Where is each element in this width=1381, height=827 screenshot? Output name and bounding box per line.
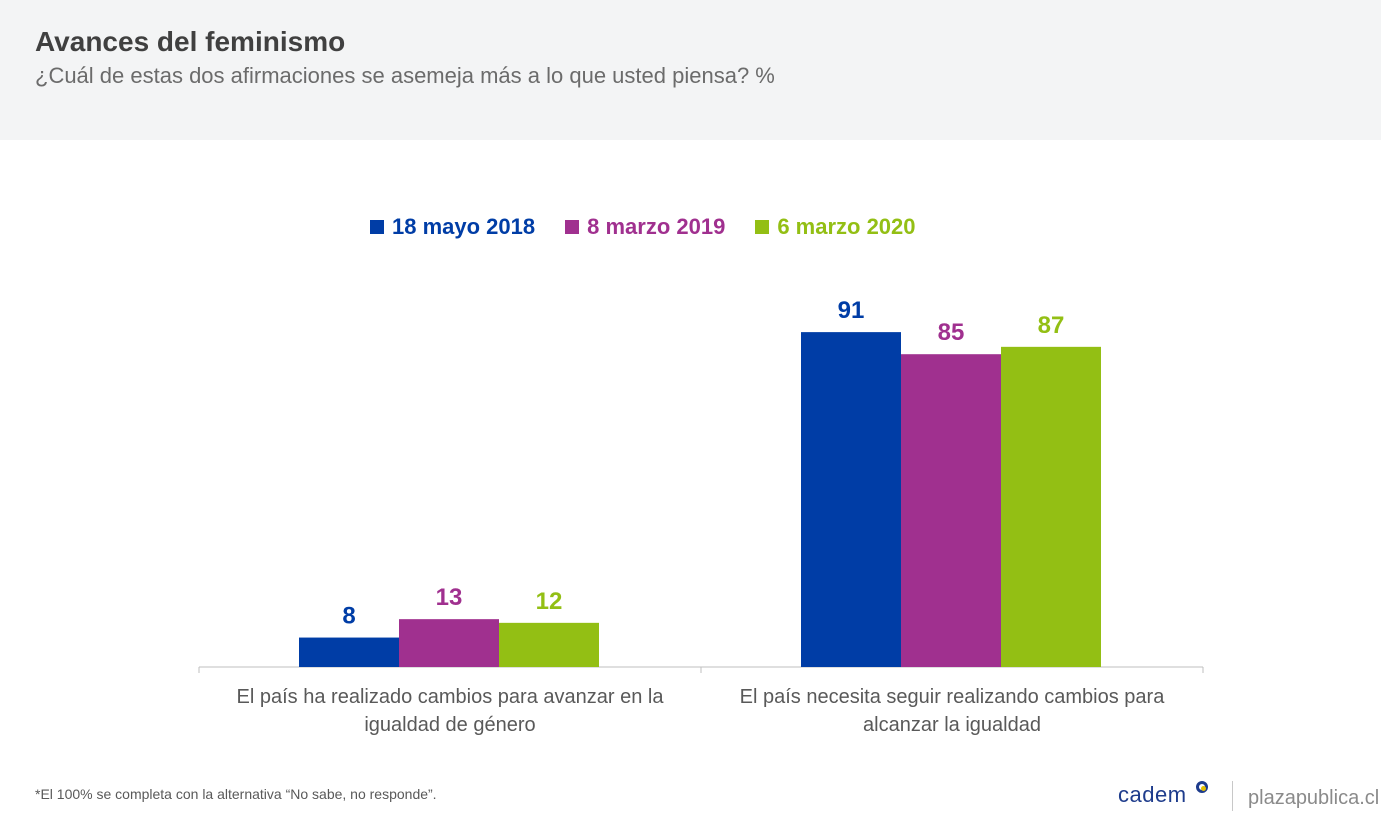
legend-item-2019: 8 marzo 2019: [565, 214, 725, 240]
bar-2018-cat1: [299, 637, 399, 667]
footnote: *El 100% se completa con la alternativa …: [35, 786, 437, 802]
legend-swatch-2020: [755, 220, 770, 234]
legend-item-2020: 6 marzo 2020: [755, 214, 916, 240]
bar-2020-cat1: [499, 622, 599, 667]
legend-swatch-2018: [370, 220, 384, 234]
bar-2019-cat2: [901, 354, 1001, 667]
legend-label-2020: 6 marzo 2020: [777, 214, 916, 239]
legend-swatch-2019: [565, 220, 580, 234]
legend-label-2018: 18 mayo 2018: [392, 214, 536, 239]
legend-item-2018: 18 mayo 2018: [370, 214, 535, 240]
category-label-2: El país necesita seguir realizando cambi…: [739, 686, 1165, 736]
data-label-2020-cat2: 87: [1038, 312, 1065, 339]
data-label-2018-cat1: 8: [342, 603, 355, 630]
site-link[interactable]: plazapublica.cl: [1248, 787, 1380, 809]
chart-legend: 18 mayo 2018 8 marzo 2019 6 marzo 2020: [370, 214, 946, 240]
footer-divider: [1232, 781, 1233, 811]
header-band: Avances del feminismo ¿Cuál de estas dos…: [0, 0, 1381, 140]
bar-2020-cat2: [1001, 346, 1101, 667]
category-label-1: El país ha realizado cambios para avanza…: [236, 686, 664, 736]
data-label-2019-cat2: 85: [938, 319, 965, 346]
bar-2018-cat2: [801, 332, 901, 667]
page-subtitle: ¿Cuál de estas dos afirmaciones se aseme…: [35, 63, 775, 88]
page-title: Avances del feminismo: [35, 26, 346, 57]
cadem-logo-dot-icon: [1201, 786, 1206, 791]
bar-2019-cat1: [399, 619, 499, 667]
data-label-2020-cat1: 12: [536, 588, 563, 615]
cadem-logo: cadem: [1118, 782, 1187, 807]
data-label-2018-cat2: 91: [838, 297, 865, 324]
cadem-logo-ring-icon: [1196, 781, 1208, 793]
data-label-2019-cat1: 13: [436, 584, 463, 611]
legend-label-2019: 8 marzo 2019: [587, 214, 726, 239]
